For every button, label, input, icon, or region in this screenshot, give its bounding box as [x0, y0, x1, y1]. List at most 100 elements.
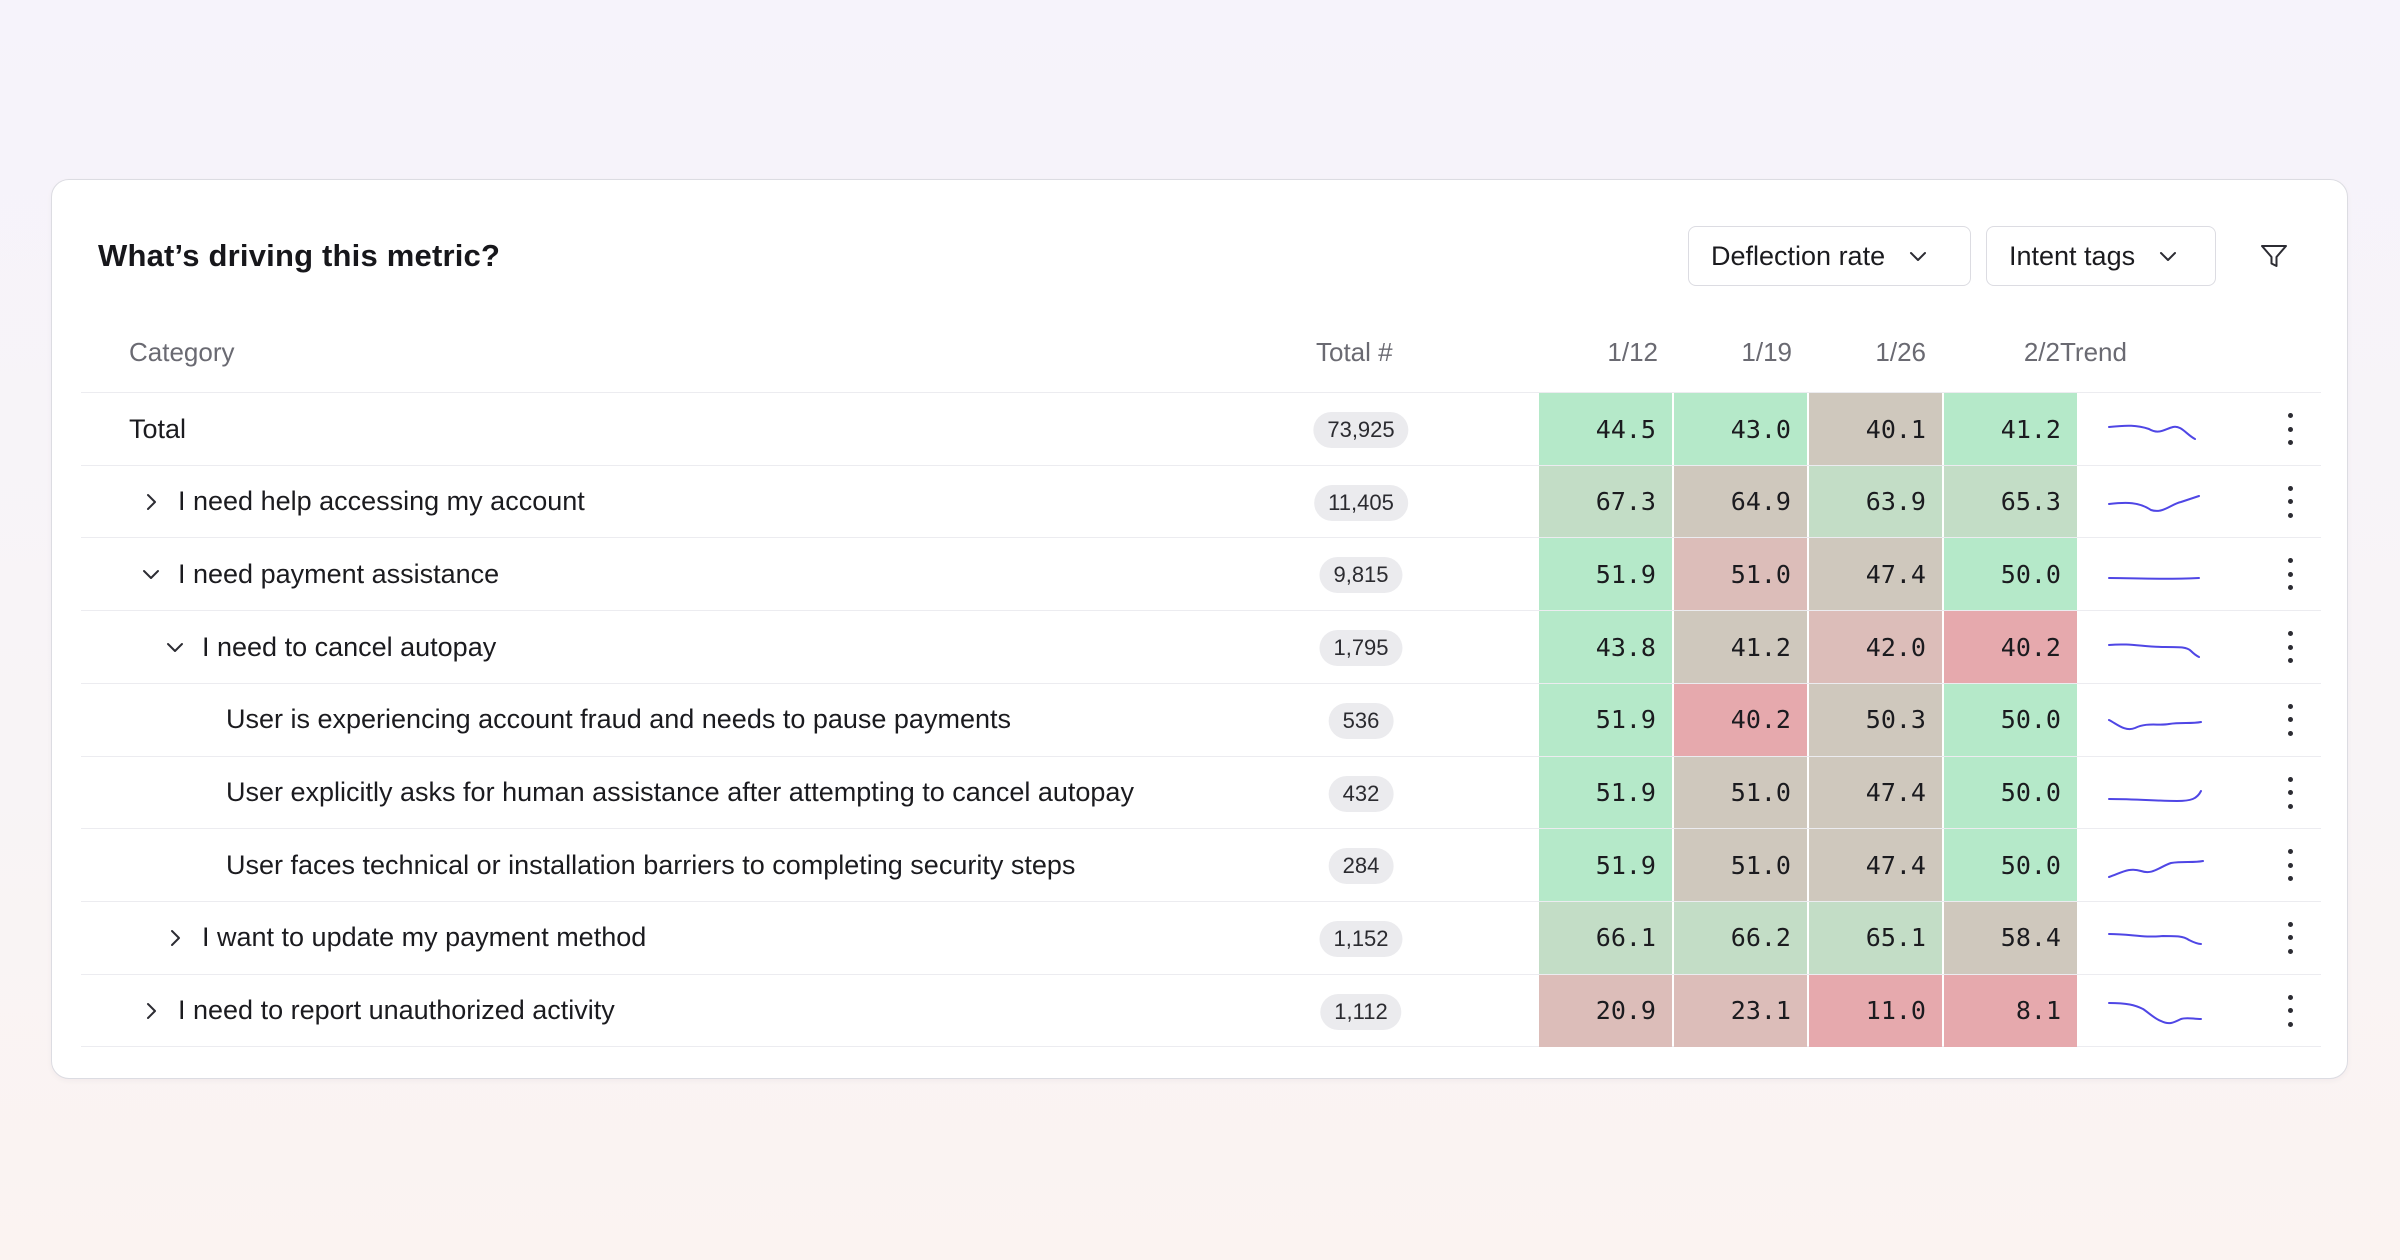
- filter-button[interactable]: [2256, 238, 2292, 274]
- metric-cell: 64.9: [1674, 465, 1807, 538]
- metric-cell: 23.1: [1674, 974, 1807, 1047]
- more-vertical-icon: [2287, 658, 2293, 664]
- metric-drivers-card: What’s driving this metric? Deflection r…: [51, 179, 2348, 1079]
- table-row[interactable]: User explicitly asks for human assistanc…: [81, 755, 2321, 829]
- card-title: What’s driving this metric?: [98, 238, 501, 273]
- trend-sparkline: [2108, 494, 2200, 512]
- total-count-badge: 1,112: [1320, 993, 1402, 1030]
- total-count-badge: 536: [1328, 702, 1394, 739]
- metric-cell: 44.5: [1539, 393, 1672, 465]
- more-vertical-icon: [2287, 485, 2293, 491]
- metric-dropdown[interactable]: Deflection rate: [1688, 226, 1971, 286]
- table-row[interactable]: I need payment assistance 9,815 51.9 51.0 47…: [81, 537, 2321, 611]
- row-menu-button[interactable]: [2280, 700, 2300, 740]
- row-menu-button[interactable]: [2280, 482, 2300, 522]
- table-row[interactable]: Total 73,925 44.5 43.0 40.1 41.2: [81, 392, 2321, 465]
- more-vertical-icon: [2287, 413, 2293, 418]
- chevron-right-icon[interactable]: [139, 490, 163, 514]
- metric-cell: 40.2: [1944, 611, 2077, 684]
- column-header-date: 2/2: [2023, 337, 2060, 367]
- grouping-dropdown[interactable]: Intent tags: [1986, 226, 2216, 286]
- row-menu-button[interactable]: [2280, 918, 2300, 958]
- metric-cell: 47.4: [1809, 538, 1942, 611]
- row-menu-button[interactable]: [2280, 773, 2300, 813]
- row-menu-button[interactable]: [2280, 627, 2300, 667]
- trend-sparkline: [2108, 789, 2202, 802]
- metric-cell: 20.9: [1539, 974, 1672, 1047]
- trend-sparkline: [2108, 424, 2196, 440]
- more-vertical-icon: [2287, 862, 2293, 868]
- category-label: Total: [129, 413, 187, 444]
- more-vertical-icon: [2287, 558, 2293, 564]
- metric-cell: 8.1: [1944, 974, 2077, 1047]
- column-header-total: Total #: [1316, 337, 1393, 367]
- metric-cell: 11.0: [1809, 974, 1942, 1047]
- category-label: I need help accessing my account: [178, 486, 585, 517]
- chevron-right-icon[interactable]: [163, 926, 187, 950]
- more-vertical-icon: [2287, 631, 2293, 637]
- total-count-badge: 9,815: [1319, 557, 1403, 594]
- metric-cell: 51.9: [1539, 756, 1672, 829]
- trend-sparkline: [2108, 577, 2200, 581]
- table-row[interactable]: User is experiencing account fraud and n…: [81, 682, 2321, 756]
- category-label: User is experiencing account fraud and n…: [226, 704, 1011, 735]
- table-row[interactable]: I need to report unauthorized activity 1,…: [81, 973, 2321, 1047]
- metric-cell: 67.3: [1539, 465, 1672, 538]
- metric-cell: 41.2: [1674, 611, 1807, 684]
- table-row[interactable]: I need to cancel autopay 1,795 43.8 41.2 42.…: [81, 610, 2321, 684]
- metric-cell: 40.2: [1674, 683, 1807, 756]
- metric-cell: 51.0: [1674, 538, 1807, 611]
- metric-cell: 50.0: [1944, 756, 2077, 829]
- total-count-badge: 73,925: [1313, 412, 1409, 448]
- metric-cell: 51.9: [1539, 829, 1672, 902]
- metric-cell: 50.0: [1944, 538, 2077, 611]
- metric-cell: 43.0: [1674, 393, 1807, 465]
- row-menu-button[interactable]: [2280, 554, 2300, 594]
- more-vertical-icon: [2287, 717, 2293, 723]
- more-vertical-icon: [2287, 876, 2293, 882]
- metric-cell: 66.2: [1674, 901, 1807, 974]
- more-vertical-icon: [2287, 935, 2293, 941]
- row-menu-button[interactable]: [2280, 409, 2300, 449]
- metric-cell: 43.8: [1539, 611, 1672, 684]
- category-label: I want to update my payment method: [202, 922, 647, 953]
- metric-cell: 50.3: [1809, 683, 1942, 756]
- metric-cell: 51.9: [1539, 683, 1672, 756]
- table-row[interactable]: I want to update my payment method 1,152 6…: [81, 900, 2321, 974]
- more-vertical-icon: [2287, 571, 2293, 577]
- more-vertical-icon: [2287, 1021, 2293, 1027]
- more-vertical-icon: [2287, 790, 2293, 795]
- chevron-down-icon[interactable]: [163, 635, 187, 659]
- metric-cell: 51.9: [1539, 538, 1672, 611]
- category-label: I need to report unauthorized activity: [178, 995, 615, 1026]
- metric-cell: 50.0: [1944, 683, 2077, 756]
- category-label: User faces technical or installation bar…: [226, 849, 1076, 880]
- trend-sparkline: [2108, 932, 2202, 945]
- trend-sparkline: [2108, 860, 2204, 879]
- chevron-down-icon[interactable]: [139, 562, 163, 586]
- row-menu-button[interactable]: [2280, 845, 2300, 885]
- metric-cell: 47.4: [1809, 829, 1942, 902]
- metric-cell: 66.1: [1539, 901, 1672, 974]
- metric-cell: 51.0: [1674, 829, 1807, 902]
- more-vertical-icon: [2287, 776, 2293, 782]
- trend-sparkline: [2108, 1001, 2202, 1024]
- table-row[interactable]: User faces technical or installation bar…: [81, 828, 2321, 902]
- metric-cell: 41.2: [1944, 393, 2077, 465]
- column-header-date: 1/19: [1741, 337, 1792, 367]
- more-vertical-icon: [2287, 803, 2293, 809]
- category-label: I need to cancel autopay: [202, 631, 497, 662]
- more-vertical-icon: [2287, 948, 2293, 954]
- total-count-badge: 1,152: [1319, 920, 1403, 957]
- more-vertical-icon: [2287, 921, 2293, 927]
- category-label: I need payment assistance: [178, 558, 500, 589]
- category-label: User explicitly asks for human assistanc…: [226, 777, 1134, 807]
- row-menu-button[interactable]: [2280, 991, 2300, 1031]
- chevron-right-icon[interactable]: [139, 999, 163, 1023]
- chevron-down-icon: [2157, 245, 2179, 267]
- filter-icon: [2261, 245, 2287, 267]
- table-row[interactable]: I need help accessing my account 11,405 67…: [81, 464, 2321, 538]
- chevron-down-icon: [1907, 245, 1929, 267]
- metric-cell: 42.0: [1809, 611, 1942, 684]
- more-vertical-icon: [2287, 512, 2293, 518]
